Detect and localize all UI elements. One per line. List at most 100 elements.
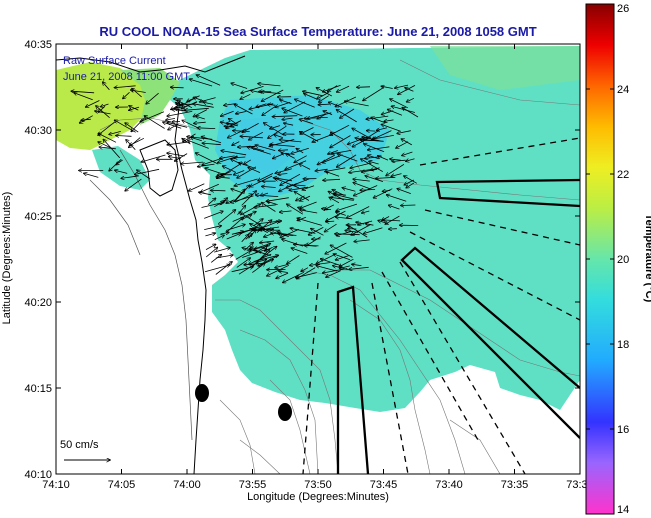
- current-vector: [135, 168, 160, 174]
- current-vector: [331, 132, 344, 140]
- current-vector: [345, 230, 359, 232]
- current-vector: [239, 163, 256, 169]
- current-vector: [280, 100, 292, 105]
- current-vector: [307, 236, 321, 246]
- current-vector: [373, 135, 394, 139]
- current-vector: [234, 157, 246, 158]
- current-vector: [260, 193, 269, 196]
- current-vector: [291, 147, 309, 153]
- current-vector: [402, 151, 413, 156]
- current-vector: [352, 264, 362, 265]
- current-vector: [362, 211, 370, 213]
- current-vector: [182, 120, 200, 129]
- current-vector: [204, 211, 223, 219]
- current-vector: [248, 167, 261, 173]
- current-vector: [248, 230, 256, 239]
- current-vector: [241, 191, 257, 206]
- current-vector: [95, 111, 111, 115]
- current-vector: [323, 84, 341, 92]
- current-vector: [217, 210, 235, 225]
- current-vector: [254, 204, 276, 208]
- colorbar-tick-label: 26: [617, 3, 629, 15]
- current-vector: [169, 157, 181, 159]
- current-vector: [383, 220, 401, 221]
- current-vector: [407, 97, 415, 102]
- current-vector: [323, 111, 333, 116]
- legend-line-1: Raw Surface Current: [63, 55, 166, 67]
- current-vector: [280, 228, 300, 237]
- current-vector: [250, 247, 262, 254]
- colorbar-tick-label: 18: [617, 339, 629, 351]
- current-vector: [275, 263, 289, 268]
- current-vector: [231, 189, 245, 194]
- current-vector: [115, 170, 128, 174]
- current-vector: [190, 79, 213, 87]
- bathymetry-contours: [99, 59, 580, 474]
- current-vector: [371, 168, 380, 170]
- current-vector: [125, 123, 139, 133]
- current-vector: [234, 178, 258, 186]
- current-vector: [323, 179, 341, 180]
- current-vector: [167, 153, 185, 157]
- current-vector: [254, 244, 271, 250]
- current-vector: [146, 92, 159, 104]
- current-vector: [265, 247, 273, 250]
- current-vector: [225, 217, 243, 233]
- current-vector: [337, 85, 350, 92]
- current-vector: [287, 204, 304, 215]
- current-vector: [357, 87, 371, 88]
- current-vector: [333, 254, 351, 261]
- y-tick-label: 40:15: [24, 383, 52, 395]
- current-vector: [116, 159, 123, 165]
- current-vector: [214, 248, 230, 253]
- current-vector: [224, 104, 237, 106]
- current-vector: [364, 227, 383, 234]
- current-vector: [297, 216, 307, 220]
- colorbar-tick-label: 24: [617, 84, 629, 96]
- current-vector: [234, 194, 252, 203]
- current-vector: [278, 233, 289, 237]
- current-vector: [114, 85, 136, 88]
- current-vector: [304, 94, 317, 100]
- current-vector: [272, 116, 298, 117]
- sst-field-warm-patch-2: [120, 68, 180, 125]
- current-vector: [116, 136, 132, 137]
- current-vector: [81, 119, 91, 120]
- current-vector: [109, 131, 121, 134]
- current-vector: [328, 150, 338, 155]
- current-vector: [144, 116, 165, 129]
- current-vector: [264, 123, 285, 136]
- current-vector: [207, 198, 216, 206]
- current-vector: [204, 226, 221, 230]
- current-vector: [278, 174, 288, 175]
- x-tick-label: 73:40: [435, 479, 463, 491]
- current-vector: [141, 154, 166, 162]
- current-vector: [98, 121, 115, 135]
- current-vector: [336, 212, 346, 216]
- current-vector: [250, 224, 268, 233]
- current-vector: [287, 255, 300, 264]
- current-vector: [269, 139, 295, 146]
- current-vector: [258, 84, 281, 87]
- legend-line-2: June 21, 2008 11:00 GMT: [63, 71, 190, 83]
- current-vector: [275, 101, 291, 107]
- current-vector: [366, 224, 374, 226]
- current-vector: [334, 194, 346, 196]
- current-vector: [167, 122, 188, 128]
- current-vector: [163, 122, 182, 129]
- colorbar-tick-label: 14: [617, 504, 629, 516]
- current-vector: [340, 108, 355, 118]
- current-vector: [203, 102, 214, 104]
- current-vector: [363, 129, 380, 140]
- sst-field-warm-east: [430, 46, 580, 90]
- current-vector: [129, 106, 139, 111]
- current-vector: [101, 103, 109, 107]
- current-vector: [202, 143, 221, 145]
- colorbar-tick-label: 22: [617, 169, 629, 181]
- current-vector: [352, 128, 375, 141]
- current-vector: [335, 234, 360, 235]
- current-vector: [336, 110, 357, 123]
- current-vector: [387, 195, 407, 202]
- current-vector: [96, 106, 110, 119]
- current-vector: [103, 139, 120, 159]
